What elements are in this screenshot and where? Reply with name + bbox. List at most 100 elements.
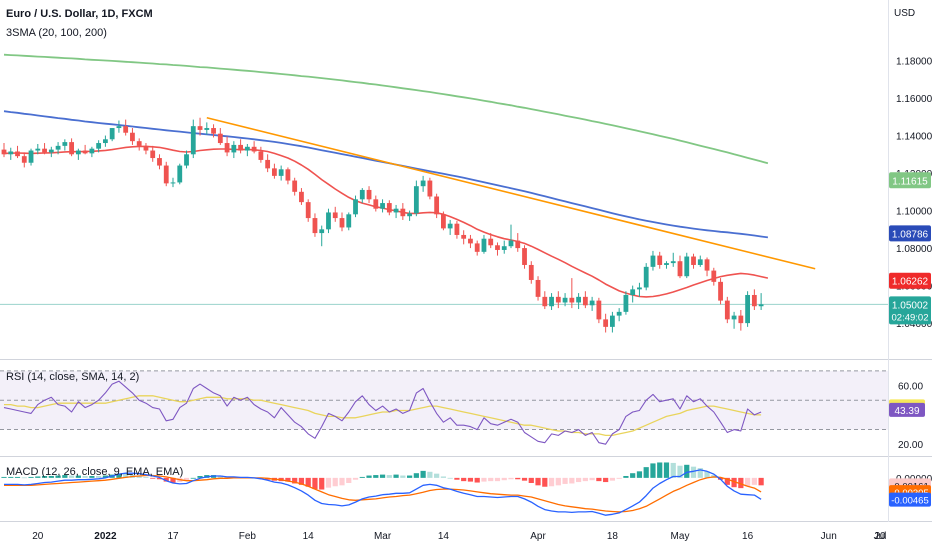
- candle: [339, 212, 345, 232]
- candle-body: [731, 315, 737, 320]
- candle: [691, 253, 696, 269]
- candle: [224, 136, 230, 157]
- candle: [393, 204, 399, 219]
- candle-body: [576, 296, 581, 303]
- candle: [190, 119, 196, 159]
- candle: [758, 293, 764, 310]
- macd-histogram-bar: [332, 477, 338, 487]
- candle-body: [285, 169, 291, 181]
- macd-pane[interactable]: [1, 462, 764, 516]
- macd-histogram-bar: [55, 475, 61, 478]
- candle-body: [697, 259, 703, 265]
- price-tick-label: 1.08000: [896, 244, 932, 255]
- candle-body: [555, 296, 561, 303]
- candle: [123, 119, 129, 136]
- candle: [143, 143, 149, 155]
- candle: [28, 148, 34, 166]
- candle-body: [610, 315, 615, 327]
- sma200-line: [3, 53, 769, 165]
- macd-histogram-bar: [413, 473, 419, 478]
- macd-histogram-bar: [535, 477, 541, 486]
- candle-body: [562, 297, 568, 303]
- candle-body: [96, 143, 102, 149]
- candle: [319, 225, 325, 247]
- macd-histogram-bar: [1, 476, 7, 478]
- candle: [637, 282, 642, 297]
- rsi-pane[interactable]: [0, 370, 888, 445]
- rsi-indicator-legend[interactable]: RSI (14, close, SMA, 14, 2): [6, 371, 140, 383]
- candle: [495, 242, 500, 256]
- candle-body: [353, 199, 358, 215]
- macd-histogram-bar: [677, 465, 683, 478]
- price-tick-label: 1.14000: [896, 132, 932, 143]
- macd-histogram-bar: [623, 476, 629, 478]
- candle-body: [691, 256, 696, 265]
- candle-body: [116, 126, 122, 129]
- macd-histogram-bar: [102, 475, 108, 478]
- candle-body: [664, 263, 669, 265]
- candle-body: [272, 168, 277, 176]
- candle-body: [528, 264, 534, 280]
- candle: [623, 291, 629, 315]
- macd-histogram-bar: [751, 477, 757, 485]
- candle: [299, 188, 304, 205]
- macd-histogram-bar: [325, 477, 332, 488]
- macd-histogram-bar: [319, 477, 325, 490]
- candle: [542, 291, 548, 310]
- macd-histogram-bar: [346, 477, 352, 483]
- candle-body: [157, 158, 162, 166]
- candle: [244, 143, 250, 157]
- candle: [258, 146, 264, 163]
- sma-indicator-legend[interactable]: 3SMA (20, 100, 200): [6, 27, 107, 39]
- candle-body: [238, 144, 243, 151]
- macd-histogram-bar: [339, 477, 345, 486]
- candle: [89, 146, 95, 158]
- candle: [386, 200, 392, 216]
- candle-body: [136, 141, 142, 146]
- candle-body: [69, 142, 74, 155]
- macd-histogram-bar: [359, 476, 365, 478]
- candle: [177, 163, 183, 185]
- candle-body: [711, 270, 717, 282]
- macd-histogram-bar: [434, 473, 440, 478]
- candle-body: [143, 145, 149, 151]
- candle: [407, 210, 412, 221]
- price-pane[interactable]: [0, 53, 888, 333]
- macd-axis-badge: -0.00465: [889, 492, 931, 507]
- candle: [163, 161, 169, 187]
- candle-body: [35, 148, 41, 151]
- candle-body: [163, 165, 169, 184]
- bar-countdown: 02:49:02: [892, 312, 929, 323]
- candle: [251, 141, 257, 154]
- symbol-title[interactable]: Euro / U.S. Dollar, 1D, FXCM: [6, 8, 153, 20]
- time-tick-label: 20: [874, 531, 886, 542]
- candle: [48, 146, 54, 158]
- macd-histogram-bar: [576, 477, 582, 483]
- macd-histogram-bar: [704, 471, 710, 478]
- candle-body: [582, 296, 588, 306]
- candle-body: [441, 214, 446, 229]
- macd-histogram-bar: [454, 477, 460, 480]
- rsi-line: [3, 380, 762, 445]
- candle-body: [62, 142, 68, 146]
- candle: [427, 177, 433, 200]
- candle-body: [596, 300, 602, 320]
- candle-body: [326, 212, 331, 230]
- candle-body: [420, 180, 426, 187]
- candle: [272, 163, 277, 179]
- candle-body: [535, 279, 541, 297]
- macd-indicator-legend[interactable]: MACD (12, 26, close, 9, EMA, EMA): [6, 466, 184, 478]
- macd-histogram-bar: [447, 477, 453, 479]
- candle-body: [630, 289, 636, 295]
- candle: [569, 278, 575, 309]
- macd-histogram-bar: [298, 477, 305, 485]
- candle-body: [508, 240, 514, 247]
- candle-body: [400, 208, 406, 217]
- macd-histogram-bar: [420, 470, 426, 478]
- candle: [413, 180, 419, 217]
- candle: [103, 135, 108, 147]
- candle-body: [123, 126, 129, 133]
- macd-histogram-bar: [440, 476, 446, 478]
